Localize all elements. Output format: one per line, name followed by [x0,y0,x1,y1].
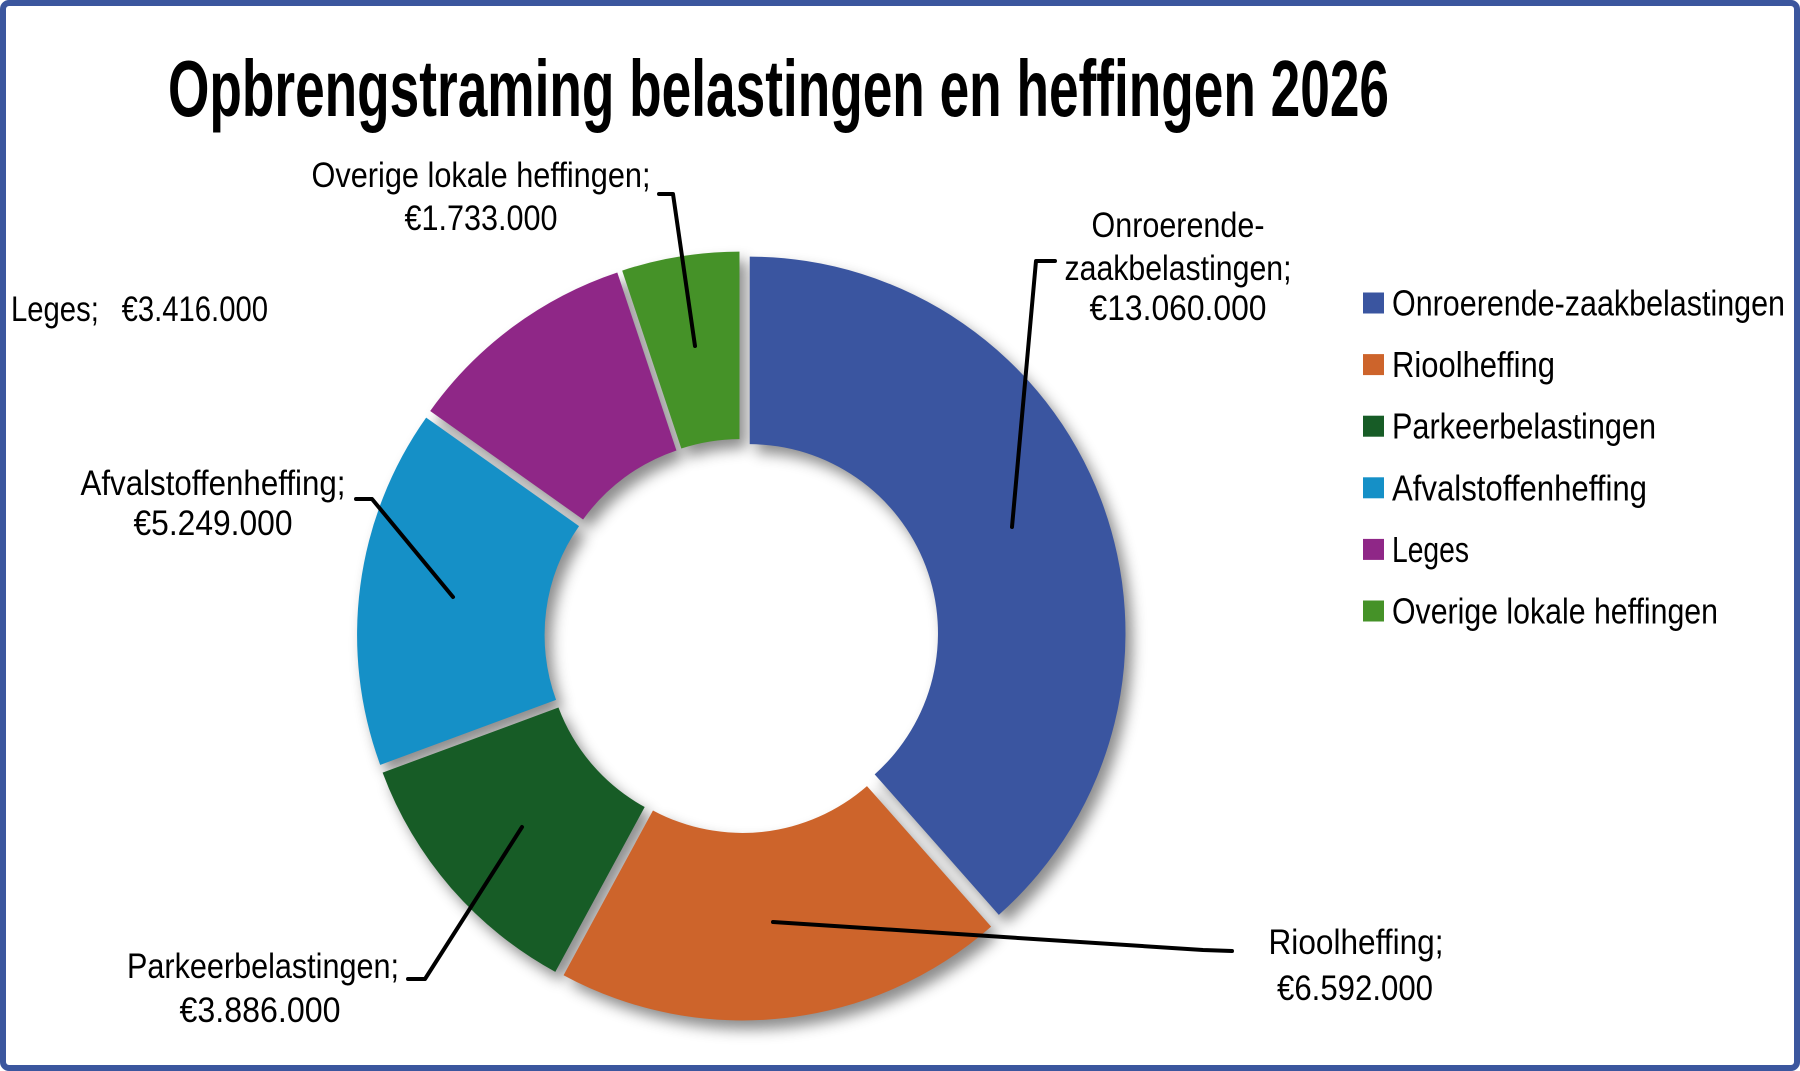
svg-text:Afvalstoffenheffing;: Afvalstoffenheffing; [81,464,346,503]
svg-text:zaakbelastingen;: zaakbelastingen; [1065,249,1292,288]
svg-text:€6.592.000: €6.592.000 [1277,969,1433,1008]
svg-text:Opbrengstraming belastingen en: Opbrengstraming belastingen en heffingen… [168,44,1389,133]
svg-text:Leges; €3.416.000: Leges; €3.416.000 [11,290,268,329]
svg-text:€1.733.000: €1.733.000 [405,199,558,238]
svg-text:Rioolheffing;: Rioolheffing; [1269,923,1444,962]
svg-text:Rioolheffing: Rioolheffing [1392,344,1555,385]
svg-text:€13.060.000: €13.060.000 [1090,289,1267,328]
svg-text:Onroerende-: Onroerende- [1092,206,1265,245]
svg-text:Onroerende-zaakbelastingen: Onroerende-zaakbelastingen [1392,283,1785,324]
svg-text:€3.886.000: €3.886.000 [180,991,341,1030]
svg-text:Overige lokale heffingen;: Overige lokale heffingen; [312,156,651,195]
svg-text:Parkeerbelastingen: Parkeerbelastingen [1392,406,1656,447]
svg-text:Afvalstoffenheffing: Afvalstoffenheffing [1392,467,1647,508]
svg-text:Leges: Leges [1392,529,1469,570]
svg-text:€5.249.000: €5.249.000 [134,504,293,543]
svg-text:Parkeerbelastingen;: Parkeerbelastingen; [127,947,399,986]
svg-text:Overige lokale heffingen: Overige lokale heffingen [1392,591,1718,632]
